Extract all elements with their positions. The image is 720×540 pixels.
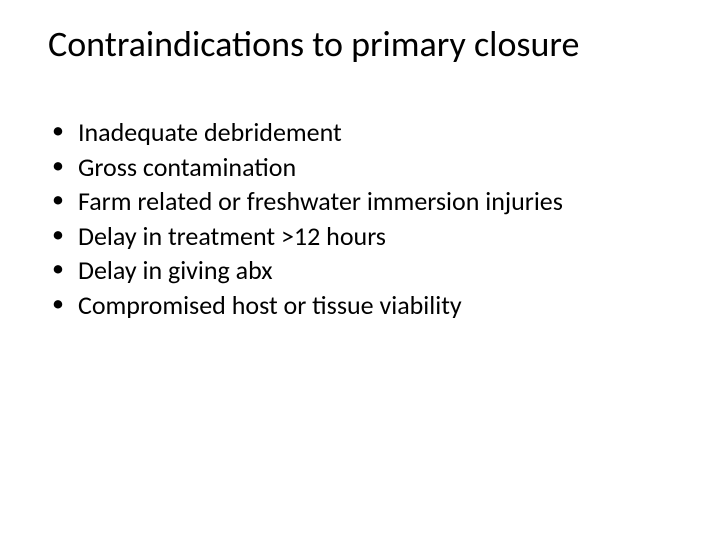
- list-item: • Delay in giving abx: [52, 254, 672, 287]
- bullet-text: Farm related or freshwater immersion inj…: [78, 185, 563, 218]
- bullet-text: Delay in giving abx: [78, 254, 273, 287]
- bullet-icon: •: [52, 289, 64, 319]
- slide-container: Contraindications to primary closure • I…: [0, 0, 720, 540]
- bullet-icon: •: [52, 254, 64, 284]
- bullet-icon: •: [52, 220, 64, 250]
- bullet-icon: •: [52, 116, 64, 146]
- slide-content: • Inadequate debridement • Gross contami…: [48, 116, 672, 321]
- list-item: • Gross contamination: [52, 151, 672, 184]
- bullet-text: Compromised host or tissue viability: [78, 289, 462, 322]
- bullet-text: Delay in treatment >12 hours: [78, 220, 386, 253]
- bullet-list: • Inadequate debridement • Gross contami…: [52, 116, 672, 321]
- list-item: • Compromised host or tissue viability: [52, 289, 672, 322]
- list-item: • Inadequate debridement: [52, 116, 672, 149]
- slide-title: Contraindications to primary closure: [48, 22, 672, 66]
- bullet-icon: •: [52, 185, 64, 215]
- bullet-text: Gross contamination: [78, 151, 296, 184]
- list-item: • Delay in treatment >12 hours: [52, 220, 672, 253]
- bullet-icon: •: [52, 151, 64, 181]
- list-item: • Farm related or freshwater immersion i…: [52, 185, 672, 218]
- bullet-text: Inadequate debridement: [78, 116, 342, 149]
